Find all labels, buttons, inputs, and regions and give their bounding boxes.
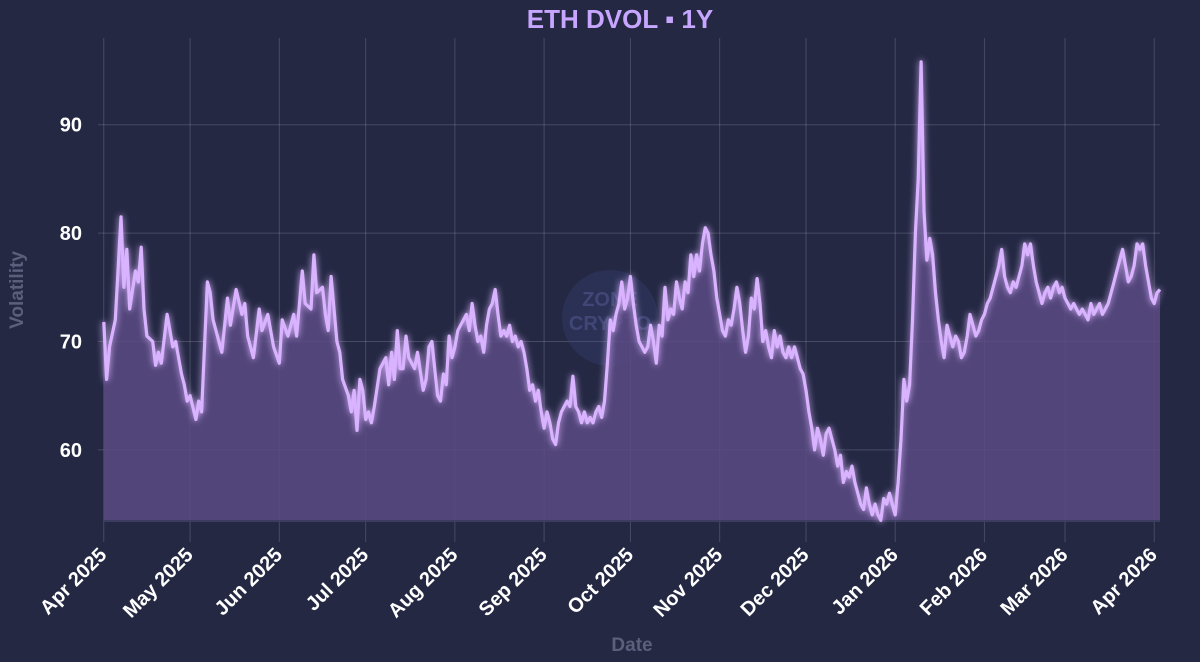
x-tick-label: Oct 2025 [563, 544, 638, 619]
x-axis-label: Date [611, 635, 652, 656]
y-axis-label: Volatility [7, 251, 28, 329]
x-tick-label: Feb 2026 [916, 544, 992, 620]
x-tick-label: Sep 2025 [475, 544, 552, 621]
x-tick-label: Jun 2025 [211, 544, 287, 620]
x-tick-label: Dec 2025 [737, 544, 814, 621]
x-tick-label: Apr 2025 [36, 544, 111, 619]
y-axis-ticks: 60 70 80 90 [60, 115, 82, 462]
chart-title: ETH DVOL ▪ 1Y [527, 4, 713, 34]
baseline-band [103, 520, 1160, 522]
x-tick-label: Aug 2025 [384, 544, 462, 622]
x-tick-label: Apr 2026 [1086, 544, 1161, 619]
x-tick-label: May 2025 [119, 544, 197, 622]
y-tick-label: 80 [60, 223, 82, 245]
x-tick-label: Jul 2025 [302, 544, 373, 615]
x-tick-label: Jan 2026 [827, 544, 902, 619]
x-axis-ticks: Apr 2025 May 2025 Jun 2025 Jul 2025 Aug 2025… [36, 544, 1162, 622]
y-tick-label: 90 [60, 115, 82, 137]
x-tick-label: Nov 2025 [650, 544, 728, 622]
series-line [102, 60, 1162, 522]
y-tick-label: 60 [60, 440, 82, 462]
x-tick-label: Mar 2026 [996, 544, 1072, 620]
y-tick-label: 70 [60, 331, 82, 353]
